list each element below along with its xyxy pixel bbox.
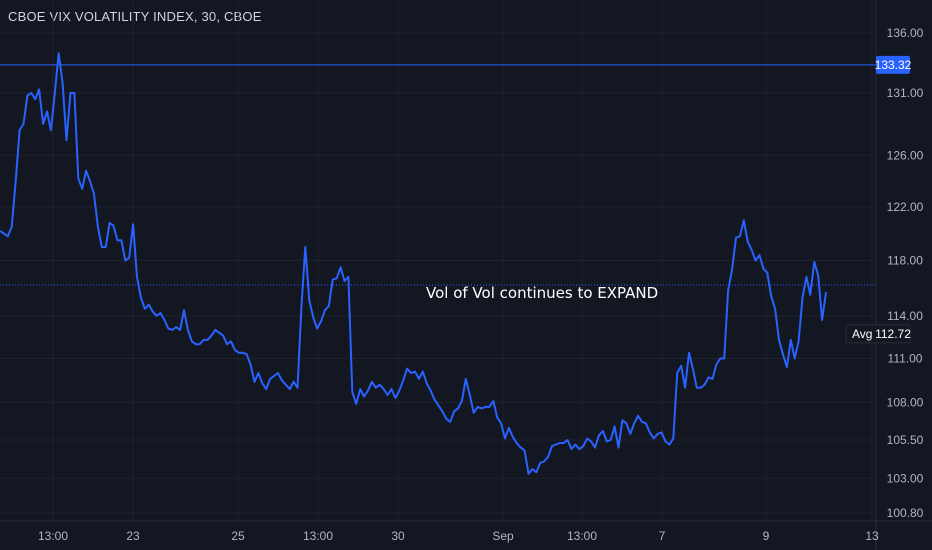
y-tick-label: 126.00 [887,148,924,162]
x-tick-label: 23 [126,529,140,543]
chart-annotation[interactable]: Vol of Vol continues to EXPAND [426,284,658,302]
chart-title: CBOE VIX VOLATILITY INDEX, 30, CBOE [8,9,262,24]
average-label-name: Avg [852,327,872,341]
x-tick-label: 25 [231,529,245,543]
x-tick-label: 13:00 [303,529,333,543]
y-tick-label: 118.00 [887,254,923,268]
y-tick-label: 108.00 [887,395,924,409]
horizontal-line-price-label: 133.32 [875,55,912,74]
x-tick-label: 13:00 [567,529,597,543]
vix-price-line [0,52,827,475]
y-tick-label: 100.80 [887,506,924,520]
grid-lines [0,0,876,521]
x-tick-label: 9 [763,529,770,543]
x-tick-label: 13:00 [38,529,68,543]
x-tick-label: 13 [865,529,879,543]
y-axis-ticks: 136.00 131.00 126.00 122.00 118.00 114.00 111.… [887,26,924,520]
y-tick-label: 105.50 [887,433,924,447]
x-tick-label: 7 [659,529,666,543]
y-tick-label: 131.00 [887,86,924,100]
horizontal-line-value: 133.32 [875,58,912,72]
average-label-value: 112.72 [875,327,911,341]
y-tick-label: 114.00 [887,309,923,323]
y-tick-label: 111.00 [888,352,923,366]
y-tick-label: 136.00 [887,26,924,40]
y-tick-label: 122.00 [887,200,924,214]
x-tick-label: 30 [391,529,405,543]
average-label: Avg 112.72 [845,324,911,344]
x-axis-ticks: 13:00 23 25 13:00 30 Sep 13:00 7 9 13 [38,529,879,543]
y-tick-label: 103.00 [887,471,924,485]
x-tick-label: Sep [492,529,514,543]
